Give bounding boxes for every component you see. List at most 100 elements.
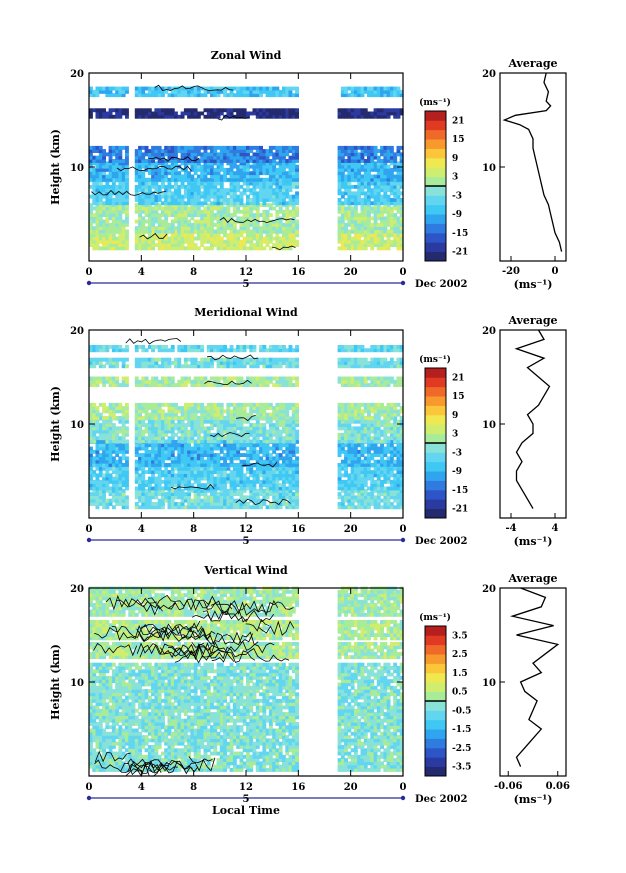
field-cell — [187, 233, 191, 238]
field-cell — [92, 456, 97, 461]
field-cell — [95, 239, 100, 244]
field-cell — [190, 498, 195, 503]
field-cell — [210, 498, 214, 503]
field-cell — [213, 466, 218, 471]
colorbar-swatch — [425, 186, 446, 196]
field-cell — [98, 479, 103, 484]
field-cell — [164, 213, 169, 217]
field-cell — [102, 226, 106, 231]
field-cell — [229, 473, 234, 478]
field-cell — [242, 432, 247, 437]
field-cell — [89, 426, 93, 431]
field-cell — [239, 466, 244, 471]
field-cell — [255, 167, 260, 172]
field-cell — [118, 463, 123, 467]
field-cell — [249, 181, 254, 186]
field-cell — [239, 495, 244, 500]
field-cell — [102, 194, 106, 199]
field-cell — [376, 194, 381, 199]
contour-line — [116, 165, 192, 172]
field-cell — [239, 426, 244, 431]
field-cell — [92, 423, 97, 427]
field-cell — [183, 159, 188, 163]
field-cell — [105, 246, 110, 251]
field-cell — [268, 492, 273, 496]
field-cell — [216, 498, 221, 503]
field-cell — [353, 159, 358, 163]
field-cell — [399, 233, 404, 238]
field-cell — [380, 239, 384, 244]
field-cell — [105, 443, 110, 448]
field-cell — [89, 222, 93, 227]
field-cell — [282, 159, 286, 163]
field-cell — [98, 161, 103, 166]
field-cell — [134, 149, 139, 153]
field-cell — [268, 470, 273, 474]
field-cell — [265, 443, 270, 448]
field-cell — [151, 155, 155, 160]
field-cell — [219, 498, 224, 503]
field-cell — [265, 222, 270, 227]
field-cell — [344, 164, 348, 169]
field-cell — [102, 505, 106, 510]
field-cell — [206, 89, 211, 94]
field-cell — [350, 466, 355, 471]
field-cell — [350, 198, 355, 202]
field-cell — [147, 201, 152, 206]
field-cell — [89, 436, 93, 441]
field-cell — [134, 243, 139, 247]
field-cell — [157, 239, 162, 244]
field-cell — [196, 89, 201, 94]
field-cell — [121, 439, 126, 444]
field-cell — [141, 111, 146, 116]
field-cell — [203, 209, 208, 214]
field-cell — [177, 213, 182, 217]
field-cell — [125, 198, 129, 202]
field-cell — [102, 239, 106, 244]
field-cell — [89, 213, 93, 217]
field-cell — [340, 155, 345, 160]
field-cell — [108, 446, 113, 451]
field-cell — [177, 470, 182, 474]
field-cell — [396, 206, 401, 211]
field-cell — [278, 149, 283, 153]
field-cell — [203, 167, 208, 172]
field-cell — [206, 177, 211, 182]
field-cell — [157, 174, 162, 179]
field-cell — [291, 216, 296, 221]
field-cell — [108, 233, 113, 238]
field-cell — [125, 213, 129, 217]
field-cell — [340, 89, 345, 94]
field-cell — [396, 502, 401, 506]
field-cell — [193, 198, 198, 202]
field-cell — [370, 161, 375, 166]
field-cell — [187, 459, 191, 464]
field-cell — [291, 429, 296, 434]
field-cell — [272, 201, 277, 206]
field-cell — [125, 222, 129, 227]
field-cell — [291, 213, 296, 217]
field-cell — [367, 443, 371, 448]
field-cell — [183, 486, 188, 491]
field-cell — [383, 470, 388, 474]
field-cell — [275, 177, 280, 182]
field-cell — [380, 213, 384, 217]
field-cell — [232, 198, 237, 202]
field-cell — [196, 502, 201, 506]
field-cell — [219, 440, 224, 444]
field-cell — [170, 443, 175, 448]
field-cell — [383, 194, 388, 199]
field-cell — [353, 226, 358, 231]
field-cell — [275, 222, 280, 227]
field-cell — [275, 505, 280, 510]
field-cell — [383, 145, 388, 150]
field-cell — [183, 476, 188, 481]
field-cell — [393, 188, 398, 193]
field-cell — [399, 191, 404, 196]
field-cell — [265, 466, 270, 471]
field-cell — [157, 149, 162, 153]
field-cell — [144, 111, 149, 116]
field-cell — [344, 243, 348, 247]
field-cell — [278, 177, 283, 182]
x-tick-label: 0 — [400, 267, 407, 278]
